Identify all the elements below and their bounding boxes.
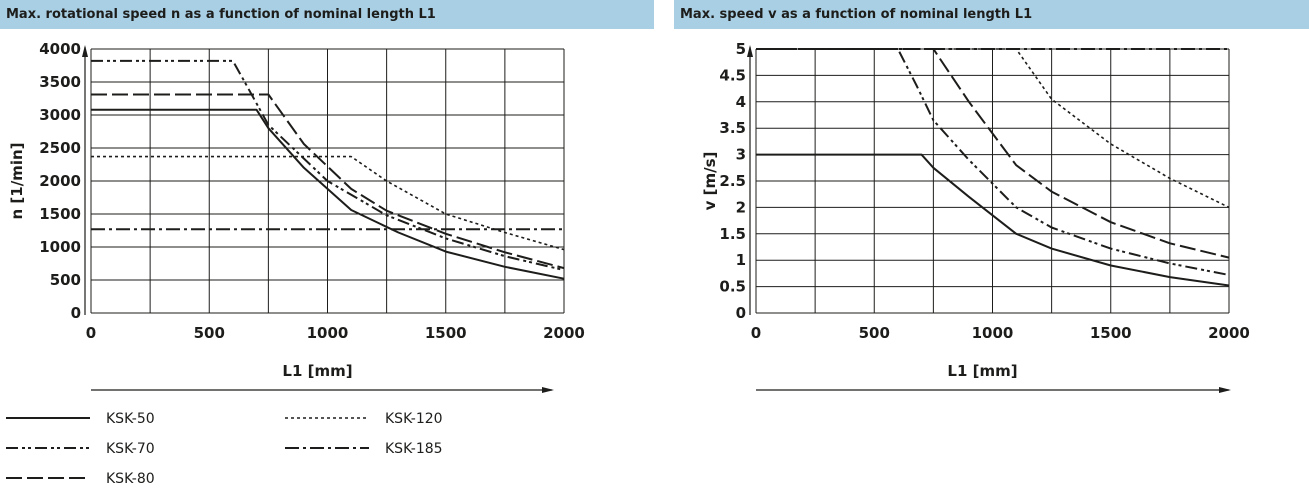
y-axis-label: n [1/min] (8, 143, 26, 220)
x-tick-label: 1000 (307, 324, 349, 342)
series-line-ksk-50 (756, 153, 1230, 287)
x-axis-label: L1 [mm] (282, 362, 352, 380)
series-line-ksk-80 (91, 93, 565, 270)
y-tick-label: 2000 (39, 172, 81, 190)
y-tick-label: 4 (736, 93, 746, 111)
x-axis-label: L1 [mm] (947, 362, 1017, 380)
x-axis-arrowhead (1219, 387, 1231, 393)
x-tick-label: 1500 (1090, 324, 1132, 342)
x-tick-label: 1500 (425, 324, 467, 342)
x-axis-arrowhead (542, 387, 554, 393)
x-tick-label: 1000 (972, 324, 1014, 342)
right-chart-header: Max. speed v as a function of nominal le… (674, 0, 1309, 29)
y-tick-label: 4.5 (719, 66, 746, 84)
y-axis-arrowhead (747, 45, 753, 57)
y-tick-label: 2.5 (719, 172, 746, 190)
y-axis-label: v [m/s] (701, 152, 719, 211)
x-tick-label: 2000 (1208, 324, 1250, 342)
y-tick-label: 500 (50, 271, 81, 289)
left-chart-header: Max. rotational speed n as a function of… (0, 0, 654, 29)
y-tick-label: 5 (736, 40, 746, 58)
y-tick-label: 3.5 (719, 119, 746, 137)
series-line-ksk-80 (756, 48, 1230, 259)
series-line-ksk-70 (756, 48, 1230, 276)
x-tick-label: 500 (194, 324, 225, 342)
y-tick-label: 1500 (39, 205, 81, 223)
series-line-ksk-50 (91, 108, 565, 280)
legend-label-ksk-50: KSK-50 (106, 411, 155, 427)
y-tick-label: 1000 (39, 238, 81, 256)
y-tick-label: 3500 (39, 73, 81, 91)
legend: KSK-50 KSK-70 KSK-80 KSK-120 KSK-185 (6, 411, 443, 487)
series-line-ksk-120 (756, 48, 1230, 209)
x-tick-label: 2000 (543, 324, 585, 342)
y-tick-label: 3000 (39, 106, 81, 124)
rotational-speed-chart: 0 500 1000 1500 2000 2500 3000 3500 4000 0 500 1000… (8, 40, 585, 393)
legend-label-ksk-185: KSK-185 (385, 441, 443, 457)
legend-label-ksk-70: KSK-70 (106, 441, 155, 457)
y-tick-label: 2500 (39, 139, 81, 157)
y-tick-label: 1.5 (719, 225, 746, 243)
series-line-ksk-120 (91, 155, 565, 251)
y-tick-label: 0.5 (719, 278, 746, 296)
x-tick-label: 0 (751, 324, 761, 342)
x-tick-label: 0 (86, 324, 96, 342)
y-tick-label: 3 (736, 146, 746, 164)
y-tick-label: 0 (736, 304, 746, 322)
y-tick-label: 2 (736, 198, 746, 216)
series-line-ksk-70 (91, 59, 565, 272)
y-tick-label: 4000 (39, 40, 81, 58)
legend-label-ksk-80: KSK-80 (106, 471, 155, 487)
y-axis-arrowhead (82, 45, 88, 57)
y-tick-label: 0 (71, 304, 81, 322)
legend-label-ksk-120: KSK-120 (385, 411, 443, 427)
x-tick-label: 500 (859, 324, 890, 342)
linear-speed-chart: 0 0.5 1 1.5 2 2.5 3 3.5 4 4.5 5 0 500 1000 1500 2000 v [… (701, 40, 1250, 393)
y-tick-label: 1 (736, 251, 746, 269)
